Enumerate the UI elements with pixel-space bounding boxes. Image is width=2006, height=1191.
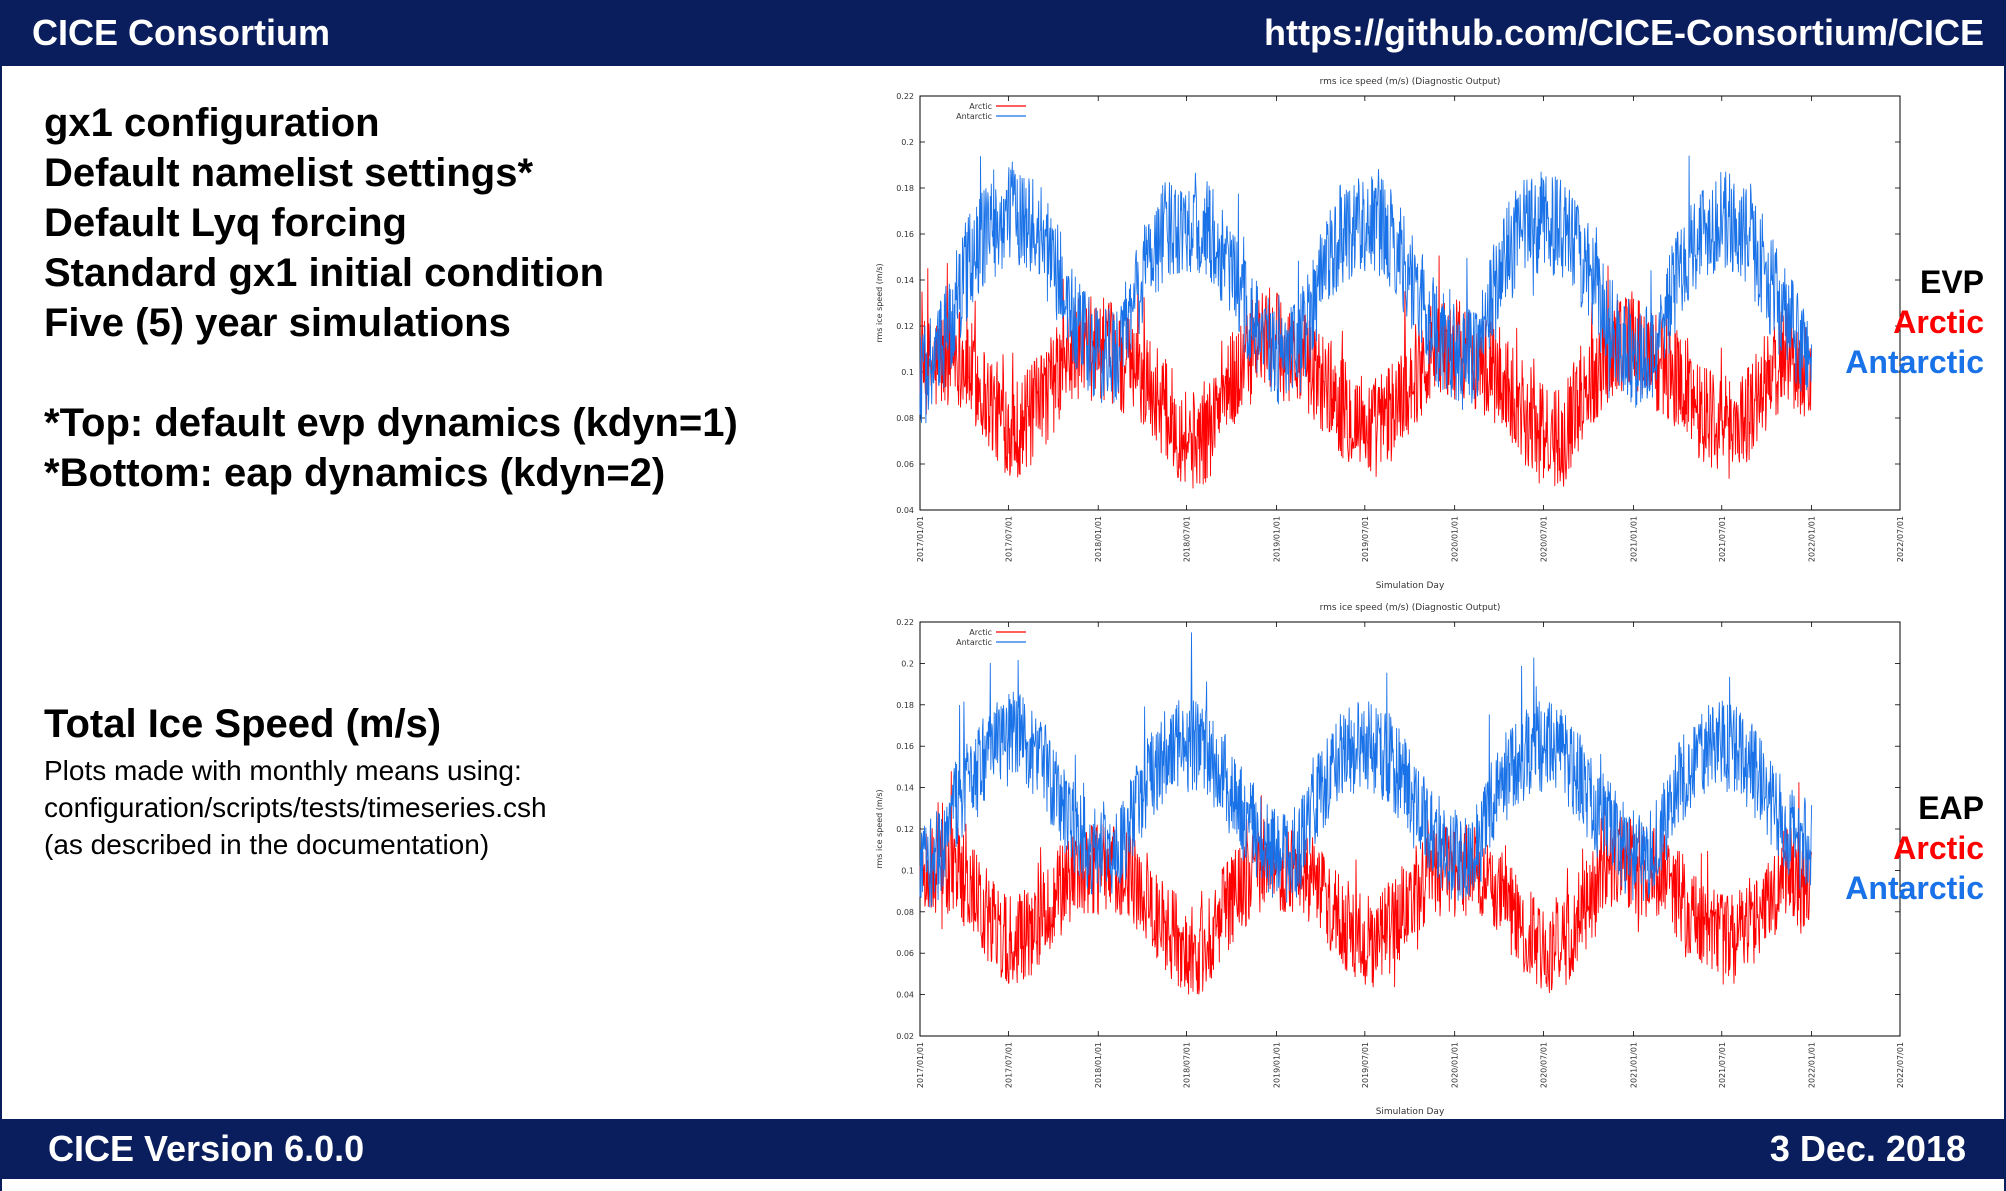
x-tick-label: 2019/07/01 — [1361, 516, 1370, 562]
y-tick-label: 0.2 — [901, 659, 914, 668]
note-bottom: *Bottom: eap dynamics (kdyn=2) — [44, 451, 666, 495]
y-tick-label: 0.1 — [901, 368, 914, 377]
footer-version: CICE Version 6.0.0 — [48, 1128, 365, 1169]
x-tick-label: 2017/07/01 — [1004, 1042, 1013, 1088]
x-tick-label: 2022/07/01 — [1896, 1042, 1905, 1088]
config-item: Default namelist settings* — [44, 151, 534, 195]
footer-bar: CICE Version 6.0.0 3 Dec. 2018 — [0, 1119, 2006, 1179]
footer-date: 3 Dec. 2018 — [1769, 1128, 1966, 1169]
x-tick-label: 2018/01/01 — [1094, 516, 1103, 562]
y-tick-label: 0.14 — [896, 276, 914, 285]
x-tick-label: 2018/01/01 — [1094, 1042, 1103, 1088]
x-tick-label: 2022/01/01 — [1808, 1042, 1817, 1088]
series-line-arctic — [919, 255, 1813, 489]
speed-title: Total Ice Speed (m/s) — [44, 702, 442, 746]
y-tick-label: 0.12 — [896, 322, 914, 331]
evp-ice-speed-chart: rms ice speed (m/s) (Diagnostic Output) 0… — [875, 77, 1905, 591]
dynamics-notes: *Top: default evp dynamics (kdyn=1) *Bot… — [44, 398, 738, 498]
y-axis-label: rms ice speed (m/s) — [875, 263, 884, 342]
chart-title: rms ice speed (m/s) (Diagnostic Output) — [1320, 77, 1501, 87]
y-tick-label: 0.18 — [896, 701, 914, 710]
y-tick-label: 0.06 — [896, 949, 914, 958]
description-line: configuration/scripts/tests/timeseries.c… — [44, 792, 547, 823]
evp-label: EVP — [1919, 264, 1984, 300]
x-tick-label: 2020/07/01 — [1540, 516, 1549, 562]
y-tick-label: 0.12 — [896, 825, 914, 834]
x-tick-label: 2020/07/01 — [1540, 1042, 1549, 1088]
eap-label: EAP — [1918, 790, 1984, 826]
x-tick-label: 2018/07/01 — [1183, 516, 1192, 562]
legend-label: Arctic — [969, 628, 992, 637]
x-tick-label: 2021/07/01 — [1718, 1042, 1727, 1088]
description-line: (as described in the documentation) — [44, 829, 490, 860]
y-tick-label: 0.16 — [896, 742, 914, 751]
y-tick-label: 0.22 — [896, 92, 914, 101]
y-tick-label: 0.18 — [896, 184, 914, 193]
config-item: gx1 configuration — [44, 101, 380, 145]
x-tick-label: 2018/07/01 — [1183, 1042, 1192, 1088]
legend-label: Arctic — [969, 102, 992, 111]
x-tick-label: 2019/07/01 — [1361, 1042, 1370, 1088]
x-axis-label: Simulation Day — [1376, 581, 1445, 591]
eap-antarctic-label: Antarctic — [1845, 870, 1984, 906]
legend-label: Antarctic — [956, 112, 992, 121]
chart-title: rms ice speed (m/s) (Diagnostic Output) — [1320, 603, 1501, 613]
header-url: https://github.com/CICE-Consortium/CICE — [1264, 12, 1984, 53]
note-top: *Top: default evp dynamics (kdyn=1) — [44, 401, 738, 445]
x-tick-label: 2019/01/01 — [1272, 516, 1281, 562]
x-axis-label: Simulation Day — [1376, 1107, 1445, 1117]
config-list: gx1 configuration Default namelist setti… — [44, 98, 604, 348]
legend-label: Antarctic — [956, 638, 992, 647]
y-tick-label: 0.14 — [896, 784, 914, 793]
config-item: Five (5) year simulations — [44, 301, 511, 345]
header-title: CICE Consortium — [32, 12, 331, 53]
y-tick-label: 0.04 — [896, 506, 914, 515]
y-tick-label: 0.08 — [896, 414, 914, 423]
x-tick-label: 2021/01/01 — [1629, 516, 1638, 562]
series-line-antarctic — [919, 155, 1813, 424]
evp-antarctic-label: Antarctic — [1845, 344, 1984, 380]
y-tick-label: 0.1 — [901, 866, 914, 875]
y-axis-label: rms ice speed (m/s) — [875, 789, 884, 868]
x-tick-label: 2021/07/01 — [1718, 516, 1727, 562]
y-tick-label: 0.04 — [896, 991, 914, 1000]
x-tick-label: 2022/01/01 — [1808, 516, 1817, 562]
eap-arctic-label: Arctic — [1893, 830, 1984, 866]
header-bar: CICE Consortium https://github.com/CICE-… — [0, 0, 2006, 66]
x-tick-label: 2017/01/01 — [916, 516, 925, 562]
y-tick-label: 0.06 — [896, 460, 914, 469]
left-frame-border — [0, 0, 2, 1191]
speed-section: Total Ice Speed (m/s) Plots made with mo… — [44, 700, 547, 863]
y-tick-label: 0.08 — [896, 908, 914, 917]
description-line: Plots made with monthly means using: — [44, 755, 522, 786]
x-tick-label: 2022/07/01 — [1896, 516, 1905, 562]
right-frame-border — [2004, 0, 2006, 1191]
eap-ice-speed-chart: rms ice speed (m/s) (Diagnostic Output) 0… — [875, 603, 1905, 1117]
x-tick-label: 2021/01/01 — [1629, 1042, 1638, 1088]
series-line-antarctic — [919, 632, 1813, 908]
evp-arctic-label: Arctic — [1893, 304, 1984, 340]
y-tick-label: 0.02 — [896, 1032, 914, 1041]
x-tick-label: 2020/01/01 — [1451, 516, 1460, 562]
x-tick-label: 2017/07/01 — [1004, 516, 1013, 562]
y-tick-label: 0.22 — [896, 618, 914, 627]
x-tick-label: 2017/01/01 — [916, 1042, 925, 1088]
config-item: Standard gx1 initial condition — [44, 251, 605, 295]
plot-frame — [919, 95, 1901, 511]
speed-description: Plots made with monthly means using: con… — [44, 752, 547, 863]
y-tick-label: 0.16 — [896, 230, 914, 239]
y-tick-label: 0.2 — [901, 138, 914, 147]
eap-side-legend: EAP Arctic Antarctic — [1845, 788, 1984, 908]
evp-side-legend: EVP Arctic Antarctic — [1845, 262, 1984, 382]
x-tick-label: 2019/01/01 — [1272, 1042, 1281, 1088]
x-tick-label: 2020/01/01 — [1451, 1042, 1460, 1088]
config-item: Default Lyq forcing — [44, 201, 407, 245]
